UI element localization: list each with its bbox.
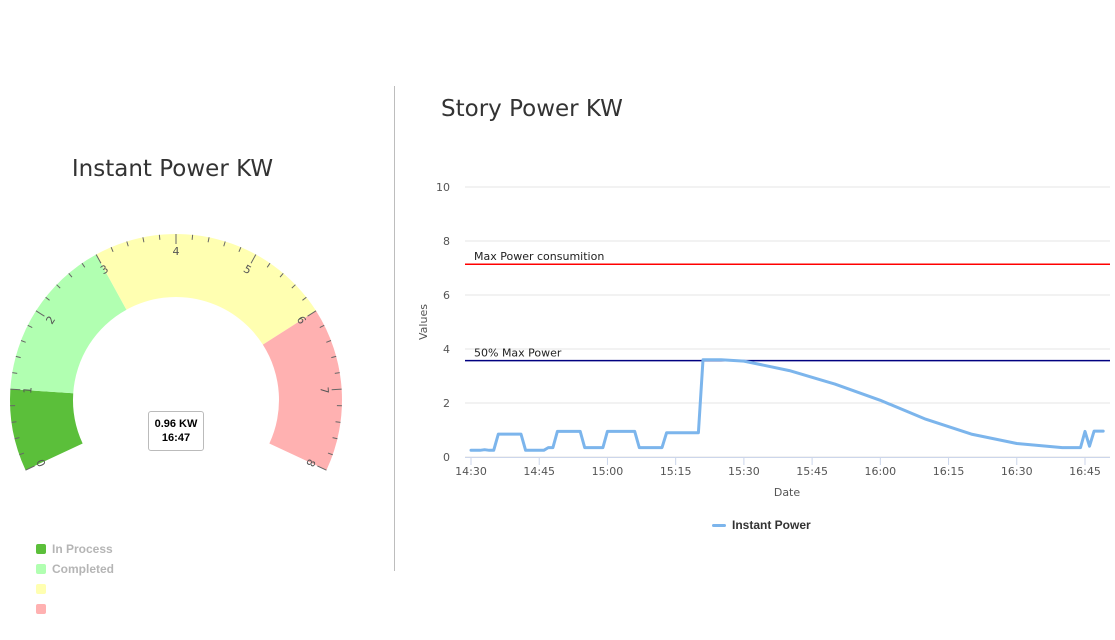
gauge-minor-tick	[326, 340, 332, 343]
y-tick-label: 10	[436, 181, 450, 194]
line-legend-item[interactable]: Instant Power	[712, 518, 811, 532]
y-tick-label: 6	[443, 289, 450, 302]
gauge-legend-item[interactable]	[36, 581, 52, 597]
legend-label: In Process	[52, 542, 113, 556]
gauge-minor-tick	[158, 234, 161, 240]
gauge-tick-label: 8	[303, 457, 318, 469]
gauge-major-tick	[10, 388, 21, 391]
x-tick-label: 14:30	[455, 465, 487, 478]
legend-swatch	[36, 564, 46, 574]
gauge-title: Instant Power KW	[71, 156, 274, 182]
gauge-minor-tick	[266, 262, 271, 268]
x-tick-label: 15:45	[796, 465, 828, 478]
gauge-tick-label: 0	[34, 457, 49, 469]
legend-swatch	[36, 604, 46, 614]
x-axis-title: Date	[774, 486, 801, 499]
legend-swatch	[36, 584, 46, 594]
line-legend-label: Instant Power	[732, 518, 811, 532]
gauge-minor-tick	[327, 452, 333, 456]
gauge-minor-tick	[27, 324, 33, 328]
gauge-minor-tick	[19, 452, 25, 456]
gauge-minor-tick	[191, 234, 194, 240]
gauge-tick-label: 1	[21, 386, 34, 394]
y-tick-label: 4	[443, 343, 450, 356]
gauge-minor-tick	[20, 340, 26, 343]
series-line	[469, 358, 1105, 452]
gauge-minor-tick	[81, 262, 86, 268]
gauge-major-tick	[307, 310, 317, 317]
gauge-minor-tick	[279, 272, 284, 278]
gauge-major-tick	[25, 465, 35, 471]
plot-line-label: Max Power consumition	[474, 250, 604, 263]
tooltip-time: 16:47	[161, 432, 191, 444]
gauge-minor-tick	[335, 421, 341, 423]
gauge-minor-tick	[56, 284, 61, 289]
gauge-band	[262, 310, 342, 471]
gauge-minor-tick	[334, 372, 340, 374]
x-tick-label: 16:45	[1069, 465, 1101, 478]
gauge-minor-tick	[331, 355, 337, 359]
gauge-minor-tick	[332, 437, 338, 440]
x-tick-label: 15:00	[592, 465, 624, 478]
gauge-minor-tick	[319, 324, 325, 328]
x-tick-label: 14:45	[523, 465, 555, 478]
gauge-tick-label: 4	[173, 245, 180, 258]
gauge-minor-tick	[302, 296, 307, 301]
gauge-minor-tick	[238, 247, 242, 252]
gauge-band	[10, 254, 127, 394]
x-tick-label: 16:15	[933, 465, 965, 478]
gauge-major-tick	[317, 465, 327, 471]
gauge-minor-tick	[142, 237, 145, 243]
gauge-tick-label: 7	[317, 386, 330, 394]
panel-divider	[394, 86, 395, 571]
gauge-legend-item[interactable]: In Process	[36, 541, 113, 557]
gauge-minor-tick	[291, 284, 296, 289]
gauge-minor-tick	[15, 355, 21, 359]
x-tick-label: 16:30	[1001, 465, 1033, 478]
gauge-legend-item[interactable]	[36, 601, 52, 617]
gauge-legend-item[interactable]: Completed	[36, 561, 114, 577]
line-chart-title: Story Power KW	[441, 96, 623, 122]
gauge-minor-tick	[207, 237, 210, 243]
legend-label: Completed	[52, 562, 115, 576]
x-tick-label: 15:30	[728, 465, 760, 478]
gauge-minor-tick	[14, 437, 20, 440]
y-axis-title: Values	[417, 304, 430, 340]
y-tick-label: 0	[443, 451, 450, 464]
line-legend-swatch	[712, 523, 726, 527]
gauge-minor-tick	[68, 272, 73, 278]
gauge-minor-tick	[110, 247, 114, 252]
gauge-minor-tick	[11, 421, 17, 423]
gauge-major-tick	[35, 310, 45, 317]
gauge-minor-tick	[126, 241, 129, 247]
tooltip-value: 0.96 KW	[154, 418, 198, 430]
gauge-minor-tick	[12, 372, 18, 374]
x-tick-label: 16:00	[864, 465, 896, 478]
x-tick-label: 15:15	[660, 465, 692, 478]
gauge-minor-tick	[223, 241, 226, 247]
gauge-major-tick	[331, 388, 342, 391]
gauge-band	[96, 233, 317, 345]
plot-line-label: 50% Max Power	[474, 347, 562, 360]
y-tick-label: 8	[443, 235, 450, 248]
gauge-band	[10, 389, 83, 471]
y-tick-label: 2	[443, 397, 450, 410]
gauge-tooltip: 0.96 KW 16:47	[148, 411, 204, 451]
legend-swatch	[36, 544, 46, 554]
gauge-major-tick	[250, 254, 257, 264]
gauge-minor-tick	[45, 296, 50, 301]
gauge-major-tick	[95, 254, 102, 264]
